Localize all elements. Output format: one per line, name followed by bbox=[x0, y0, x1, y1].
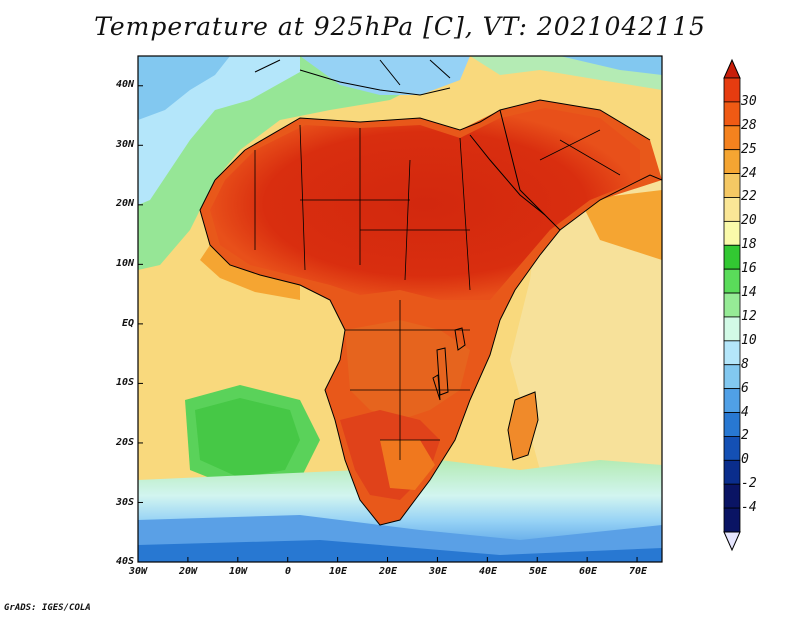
lon-label-50e: 50E bbox=[528, 566, 548, 577]
colorbar-segment bbox=[723, 340, 741, 366]
credit-text: GrADS: IGES/COLA bbox=[4, 603, 91, 613]
colorbar-segment bbox=[723, 77, 741, 103]
colorbar-segment bbox=[723, 483, 741, 509]
colorbar-label: 20 bbox=[741, 213, 757, 229]
colorbar-label: -2 bbox=[741, 476, 757, 492]
colorbar-segment bbox=[723, 412, 741, 437]
colorbar-label: 14 bbox=[741, 285, 757, 301]
lon-label-10e: 10E bbox=[328, 566, 348, 577]
colorbar-segment bbox=[723, 459, 741, 485]
colorbar-label: 2 bbox=[741, 428, 749, 444]
colorbar-segment bbox=[723, 173, 741, 198]
lon-label-10w: 10W bbox=[228, 566, 248, 577]
lon-label-30e: 30E bbox=[428, 566, 448, 577]
lat-label-40n: 40N bbox=[115, 79, 134, 90]
lon-label-20w: 20W bbox=[178, 566, 198, 577]
colorbar-bottom-arrow bbox=[723, 531, 741, 552]
colorbar-segment bbox=[723, 101, 741, 127]
colorbar-segment bbox=[723, 268, 741, 294]
lat-label-10s: 10S bbox=[115, 377, 134, 388]
colorbar-segment bbox=[723, 197, 741, 222]
lon-label-70e: 70E bbox=[628, 566, 648, 577]
lat-label-20s: 20S bbox=[115, 437, 134, 448]
colorbar-segment bbox=[723, 388, 741, 413]
lat-label-30s: 30S bbox=[115, 497, 134, 508]
colorbar-segment bbox=[723, 149, 741, 174]
lon-label-60e: 60E bbox=[578, 566, 598, 577]
colorbar-label: 4 bbox=[741, 404, 749, 420]
colorbar-label: 12 bbox=[741, 308, 757, 324]
colorbar-segment bbox=[723, 292, 741, 318]
colorbar-segment bbox=[723, 436, 741, 461]
colorbar-label: 24 bbox=[741, 165, 757, 181]
lat-label-eq: EQ bbox=[121, 318, 134, 329]
lon-label-20e: 20E bbox=[378, 566, 398, 577]
coastlines bbox=[199, 59, 662, 526]
colorbar-segment bbox=[723, 125, 741, 151]
colorbar-label: 16 bbox=[741, 261, 757, 277]
colorbar-label: 28 bbox=[741, 117, 757, 133]
lon-label-0: 0 bbox=[284, 566, 292, 577]
colorbar-segment bbox=[723, 316, 741, 342]
lon-label-30w: 30W bbox=[128, 566, 148, 577]
colorbar-top-arrow bbox=[723, 58, 741, 79]
colorbar-label: 25 bbox=[741, 141, 757, 157]
lat-label-20n: 20N bbox=[115, 198, 134, 209]
lon-label-40e: 40E bbox=[478, 566, 498, 577]
colorbar-segment bbox=[723, 220, 741, 246]
colorbar-label: 10 bbox=[741, 332, 757, 348]
colorbar-label: 30 bbox=[741, 93, 757, 109]
colorbar-label: 8 bbox=[741, 356, 749, 372]
colorbar-label: 22 bbox=[741, 189, 757, 205]
lat-label-30n: 30N bbox=[115, 139, 134, 150]
colorbar-label: -4 bbox=[741, 500, 757, 516]
chart-title: Temperature at 925hPa [C], VT: 202104211… bbox=[94, 12, 706, 41]
lat-label-40s: 40S bbox=[115, 556, 134, 567]
colorbar-label: 0 bbox=[741, 452, 749, 468]
colorbar-label: 6 bbox=[741, 380, 749, 396]
lat-label-10n: 10N bbox=[115, 258, 134, 269]
colorbar-segment bbox=[723, 244, 741, 270]
colorbar-segment bbox=[723, 507, 741, 533]
colorbar bbox=[723, 58, 741, 552]
colorbar-segment bbox=[723, 364, 741, 390]
colorbar-label: 18 bbox=[741, 237, 757, 253]
